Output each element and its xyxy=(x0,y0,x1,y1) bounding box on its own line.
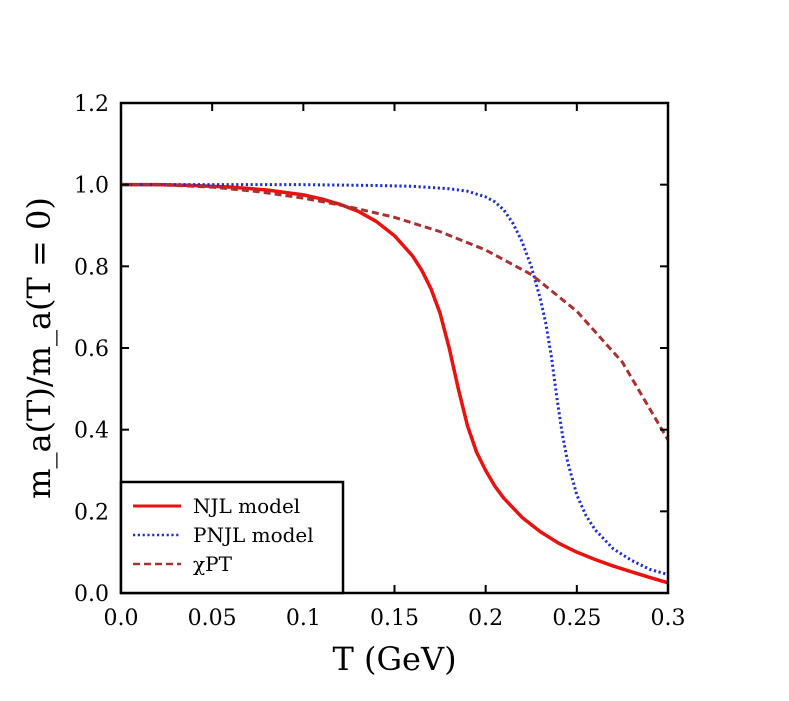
y-tick-label: 0.8 xyxy=(74,255,109,280)
legend: NJL model PNJL model χPT xyxy=(119,480,345,595)
x-tick-label: 0.25 xyxy=(552,606,601,631)
x-tick-label: 0.05 xyxy=(188,606,237,631)
x-tick-label: 0.1 xyxy=(286,606,321,631)
y-tick-label: 0.6 xyxy=(74,337,109,362)
x-tick-label: 0.3 xyxy=(651,606,686,631)
y-tick-label: 1.0 xyxy=(74,174,109,199)
y-tick-label: 0.4 xyxy=(74,419,109,444)
x-tick-label: 0.2 xyxy=(468,606,503,631)
y-tick-label: 0.0 xyxy=(74,582,109,607)
series-line-2 xyxy=(120,183,670,441)
x-tick-label: 0.0 xyxy=(104,606,139,631)
y-tick-label: 0.2 xyxy=(74,500,109,525)
x-tick-label: 0.15 xyxy=(370,606,419,631)
y-tick-label: 1.2 xyxy=(74,92,109,117)
series-line-1 xyxy=(121,183,669,577)
legend-label-njl: NJL model xyxy=(193,494,300,518)
x-axis-title: T (GeV) xyxy=(332,640,456,678)
legend-box xyxy=(119,480,345,595)
legend-label-chipt: χPT xyxy=(193,552,233,576)
y-axis-title: m_a(T)/m_a(T = 0) xyxy=(20,197,58,499)
tick-labels: 0.0 0.05 0.1 0.15 0.2 0.25 0.3 0.0 0.2 0.4 0.6 0.8 1… xyxy=(74,92,686,631)
legend-label-pnjl: PNJL model xyxy=(193,523,314,547)
series-line-0 xyxy=(121,182,669,585)
plot-lines xyxy=(120,182,670,585)
